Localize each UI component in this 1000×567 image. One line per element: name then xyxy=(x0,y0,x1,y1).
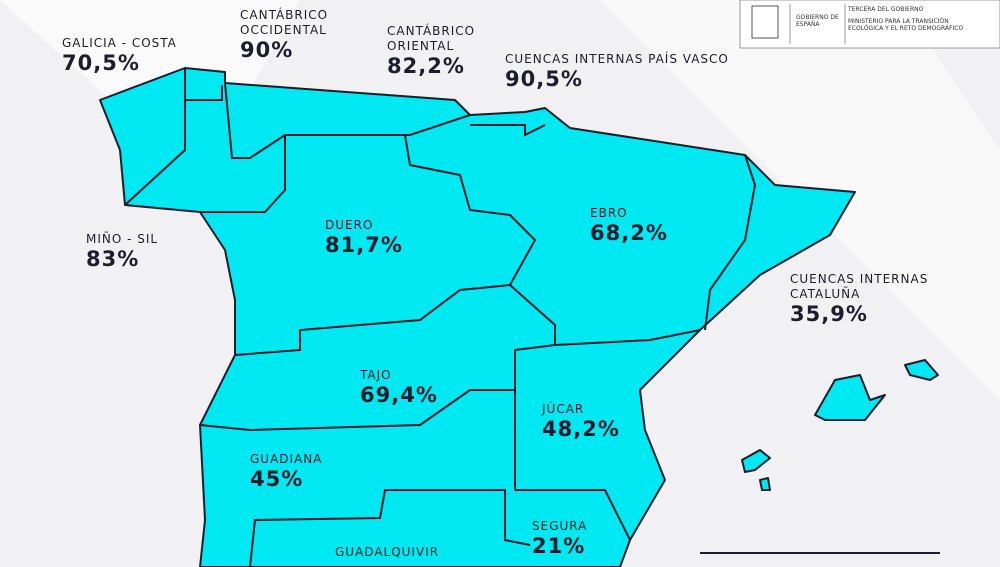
border xyxy=(224,82,471,159)
border xyxy=(199,389,515,432)
border xyxy=(704,154,757,331)
basin-label: GALICIA - COSTA 70,5% xyxy=(62,36,177,75)
header-text: GOBIERNO DE ESPAÑA xyxy=(796,14,839,28)
basin-label: SEGURA 21% xyxy=(532,519,587,558)
island xyxy=(814,374,886,421)
basin-name: GUADALQUIVIR xyxy=(335,545,440,559)
header-text: MINISTERIO PARA LA TRANSICIÓN ECOLÓGICA … xyxy=(848,18,964,32)
basin-label: JÚCAR 48,2% xyxy=(542,402,620,441)
border xyxy=(404,134,537,286)
basin-name: CANTÁBRICO OCCIDENTAL xyxy=(240,8,329,37)
border xyxy=(554,329,701,346)
logo-box xyxy=(739,0,1000,49)
border xyxy=(124,68,186,206)
border xyxy=(249,489,531,567)
basin-name: DUERO xyxy=(325,218,374,232)
island xyxy=(759,477,771,491)
basin-value: 83% xyxy=(86,247,140,271)
border xyxy=(200,135,286,213)
border xyxy=(185,85,223,101)
basin-label: GUADIANA 45% xyxy=(250,452,322,491)
spain-mainland xyxy=(99,67,856,567)
border xyxy=(234,283,556,490)
basin-value: 90% xyxy=(240,38,294,62)
header-text: TERCERA DEL GOBIERNO xyxy=(848,6,924,13)
basin-value: 45% xyxy=(250,467,304,491)
basin-name: MIÑO - SIL xyxy=(86,232,159,246)
coat-of-arms xyxy=(751,5,779,39)
basin-name: EBRO xyxy=(590,206,628,220)
basin-value: 81,7% xyxy=(325,233,403,257)
basin-name: GALICIA - COSTA xyxy=(62,36,177,50)
basin-label: EBRO 68,2% xyxy=(590,206,668,245)
basin-label: DUERO 81,7% xyxy=(325,218,403,257)
basin-name: SEGURA xyxy=(532,519,588,533)
border xyxy=(470,124,546,137)
basin-value: 35,9% xyxy=(790,302,868,326)
basin-name: TAJO xyxy=(360,368,392,382)
basin-value: 48,2% xyxy=(542,417,620,441)
basin-name: JÚCAR xyxy=(542,402,585,416)
basin-label: MIÑO - SIL 83% xyxy=(86,232,158,271)
basin-value: 70,5% xyxy=(62,51,140,75)
basin-label: CUENCAS INTERNAS PAÍS VASCO 90,5% xyxy=(505,52,729,91)
basin-value: 21% xyxy=(532,534,586,558)
island xyxy=(741,449,771,473)
basin-label: GUADALQUIVIR xyxy=(335,545,439,560)
basin-label: CANTÁBRICO ORIENTAL 82,2% xyxy=(387,24,475,78)
basin-value: 68,2% xyxy=(590,221,668,245)
basin-name: CANTÁBRICO ORIENTAL xyxy=(387,24,476,53)
basin-label: CUENCAS INTERNAS CATALUÑA 35,9% xyxy=(790,272,928,326)
basin-label: TAJO 69,4% xyxy=(360,368,438,407)
basin-value: 82,2% xyxy=(387,54,465,78)
basin-value: 90,5% xyxy=(505,67,583,91)
basin-name: CUENCAS INTERNAS CATALUÑA xyxy=(790,272,929,301)
basin-value: 69,4% xyxy=(360,383,438,407)
basin-name: CUENCAS INTERNAS PAÍS VASCO xyxy=(505,52,729,66)
island xyxy=(904,359,939,381)
basin-label: CANTÁBRICO OCCIDENTAL 90% xyxy=(240,8,328,62)
border xyxy=(515,489,631,541)
basin-name: GUADIANA xyxy=(250,452,323,466)
